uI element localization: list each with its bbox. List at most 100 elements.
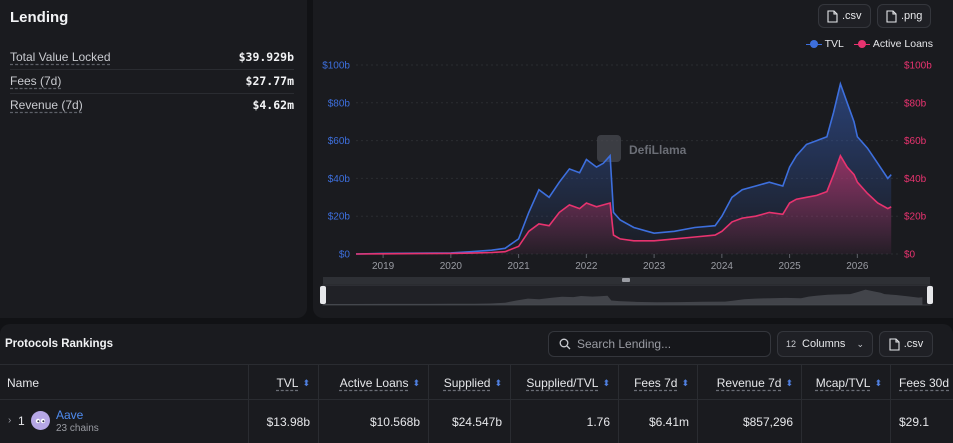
range-handle-left [320,286,326,304]
sort-icon: ⬍ [412,377,420,388]
csv-label: .csv [842,10,862,22]
sort-icon: ⬍ [681,377,689,388]
search-icon [559,338,571,350]
column-header-fees-7d[interactable]: Fees 7d ⬍ [618,365,697,401]
columns-label: Columns [802,338,846,350]
divider [10,69,294,70]
y-axis-left-tick-label: $100b [322,61,350,72]
cell-fees-30d: $29.1 [890,400,953,443]
legend-label-active-loans: Active Loans [872,38,933,50]
column-header-revenue-7d[interactable]: Revenue 7d ⬍ [697,365,801,401]
cell-supplied-tvl: 1.76 [510,400,618,443]
sort-icon: ⬍ [494,377,502,388]
tvl-chart[interactable]: $0 $0 $20b $20b $40b $40b $60b $60b $80b $80b $100… [313,0,953,318]
column-header-active-loans[interactable]: Active Loans ⬍ [318,365,428,401]
watermark-text: DefiLlama [629,143,687,157]
y-axis-right-tick-label: $80b [904,98,927,109]
range-handle-right [927,286,933,304]
y-axis-left-tick-label: $80b [328,98,351,109]
range-selector-preview [323,289,923,305]
table-body: › 1 Aave 23 chains $13.98b $10.568b $24.… [0,400,953,443]
x-axis-tick-label: 2025 [778,261,801,272]
cell-tvl: $13.98b [248,400,318,443]
stat-label-fees[interactable]: Fees (7d) [10,74,62,88]
chevron-down-icon: ⌄ [856,338,864,349]
y-axis-right-tick-label: $20b [904,212,927,223]
y-axis-left-tick-label: $40b [328,174,351,185]
active-loans-line [355,153,892,255]
range-selector-grip [622,278,630,282]
stat-label-revenue[interactable]: Revenue (7d) [10,98,83,112]
column-header-fees-30d[interactable]: Fees 30d [890,365,953,401]
y-axis-right-tick-label: $0 [904,250,916,261]
x-axis-tick-label: 2024 [711,261,734,272]
x-axis-tick-label: 2026 [846,261,869,272]
rank-number: 1 [18,414,25,428]
y-axis-right-tick-label: $60b [904,136,927,147]
column-header-tvl[interactable]: TVL ⬍ [248,365,318,401]
protocol-name-link[interactable]: Aave [56,408,84,422]
x-axis-tick-label: 2023 [643,261,666,272]
search-input[interactable]: Search Lending... [548,331,771,357]
protocol-logo [31,411,50,430]
y-axis-left-tick-label: $0 [339,250,351,261]
x-axis-tick-label: 2022 [575,261,598,272]
rankings-header: Protocols Rankings Search Lending... 12 … [0,324,953,364]
cell-active-loans: $10.568b [318,400,428,443]
x-axis-tick-label: 2019 [372,261,395,272]
x-axis-tick-label: 2021 [507,261,530,272]
file-icon [889,337,900,351]
chart-panel: .csv .png TVL Active Loans $0 $0 $20b $20b $… [313,0,953,318]
table-row[interactable]: › 1 Aave 23 chains $13.98b $10.568b $24.… [0,400,953,443]
sort-icon: ⬍ [785,377,793,388]
stat-value-tvl: $39.929b [238,50,294,64]
cell-mcap-tvl [801,400,890,443]
stat-label-tvl[interactable]: Total Value Locked [10,50,111,64]
rankings-title: Protocols Rankings [5,338,113,350]
stat-row-fees: Fees (7d) $27.77m [10,69,294,93]
column-header-name[interactable]: Name [7,376,40,390]
chart-legend: TVL Active Loans [805,38,933,50]
legend-marker-tvl [805,40,822,48]
stat-row-tvl: Total Value Locked $39.929b [10,45,294,69]
sort-icon: ⬍ [874,377,882,388]
stat-value-revenue: $4.62m [252,98,294,112]
y-axis-left-tick-label: $60b [328,136,351,147]
legend-marker-active-loans [853,40,870,48]
legend-label-tvl: TVL [824,38,844,50]
columns-dropdown[interactable]: 12 Columns ⌄ [777,331,873,357]
download-table-csv-button[interactable]: .csv [879,331,933,357]
column-header-mcap-tvl[interactable]: Mcap/TVL ⬍ [801,365,890,401]
cell-revenue-7d: $857,296 [697,400,801,443]
y-axis-right-tick-label: $100b [904,61,932,72]
tvl-line [355,81,892,255]
ghost-icon [35,418,46,423]
sort-icon: ⬍ [602,377,610,388]
cell-fees-7d: $6.41m [618,400,697,443]
columns-count: 12 [786,339,797,349]
search-placeholder: Search Lending... [577,337,672,351]
download-png-button[interactable]: .png [877,4,932,28]
cell-supplied: $24.547b [428,400,510,443]
column-header-supplied-tvl[interactable]: Supplied/TVL ⬍ [510,365,618,401]
legend-item-active-loans[interactable]: Active Loans [853,38,933,50]
x-axis-tick-label: 2020 [440,261,463,272]
download-csv-button[interactable]: .csv [818,4,871,28]
file-icon [827,9,838,23]
watermark-llama-icon [597,135,621,162]
divider [10,93,294,94]
chevron-right-icon[interactable]: › [8,415,12,426]
column-header-supplied[interactable]: Supplied ⬍ [428,365,510,401]
stat-row-revenue: Revenue (7d) $4.62m [10,93,294,117]
active-loans-area [356,155,892,254]
summary-panel: Lending Total Value Locked $39.929b Fees… [0,0,307,318]
file-icon [886,9,897,23]
table-header: Name TVL ⬍ Active Loans ⬍ Supplied ⬍ Suppli… [0,364,953,401]
page-title: Lending [10,9,69,26]
y-axis-left-tick-label: $20b [328,212,351,223]
sort-icon: ⬍ [302,377,310,388]
protocol-chains: 23 chains [56,423,99,434]
y-axis-right-tick-label: $40b [904,174,927,185]
legend-item-tvl[interactable]: TVL [805,38,844,50]
png-label: .png [901,10,923,22]
